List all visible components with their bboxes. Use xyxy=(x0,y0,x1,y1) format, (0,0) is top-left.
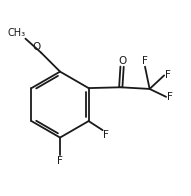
Text: F: F xyxy=(142,56,148,66)
Text: F: F xyxy=(165,70,171,80)
Text: F: F xyxy=(167,92,173,102)
Text: F: F xyxy=(57,156,63,166)
Text: O: O xyxy=(32,42,41,52)
Text: O: O xyxy=(118,56,126,66)
Text: CH₃: CH₃ xyxy=(8,28,26,38)
Text: F: F xyxy=(103,131,109,141)
